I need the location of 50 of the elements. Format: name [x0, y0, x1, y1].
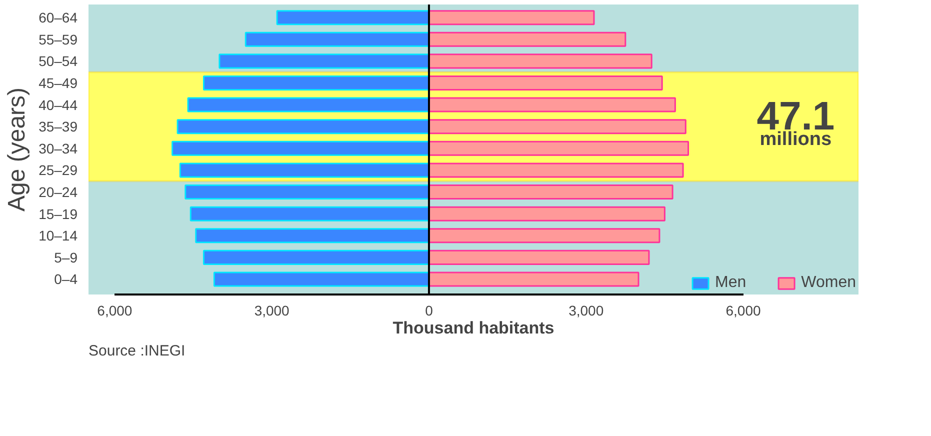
y-tick-label: 50–54: [38, 53, 78, 70]
annotation: millions: [760, 129, 832, 150]
bar: [428, 75, 663, 91]
bar: [428, 32, 626, 47]
bar: [428, 10, 595, 26]
bar: [176, 119, 430, 134]
bar: [244, 32, 430, 47]
bar: [428, 162, 684, 178]
legend-label: Women: [801, 274, 856, 292]
bar: [276, 10, 430, 26]
y-tick-label: 10–14: [38, 228, 78, 244]
x-tick-label: 0: [425, 302, 434, 318]
legend-label: Men: [715, 274, 746, 292]
bar: [202, 250, 430, 265]
bar: [428, 97, 676, 112]
x-tick-label: 3,000: [254, 302, 290, 318]
x-axis-title: Thousand habitants: [392, 318, 554, 338]
y-tick-label: 0–4: [54, 271, 78, 288]
bar: [428, 206, 666, 222]
x-tick-label: 3,000: [568, 302, 604, 318]
y-tick-label: 60–64: [38, 10, 78, 26]
source-note: Source :INEGI: [88, 342, 186, 360]
y-tick-label: 5–9: [54, 249, 78, 266]
y-tick-label: 55–59: [38, 31, 78, 48]
bar: [428, 119, 686, 134]
bar: [172, 140, 430, 156]
y-axis-title: Age (years): [4, 87, 31, 212]
bar: [428, 54, 652, 69]
bar: [202, 75, 430, 91]
bar: [428, 184, 674, 200]
bar: [428, 272, 640, 287]
bar: [184, 184, 430, 200]
y-tick-label: 25–29: [38, 162, 78, 178]
bar: [218, 54, 430, 69]
bar: [190, 206, 430, 222]
bar: [428, 140, 690, 156]
bar: [187, 97, 430, 112]
y-tick-label: 30–34: [38, 140, 78, 156]
y-tick-label: 15–19: [38, 206, 78, 222]
y-tick-label: 35–39: [38, 118, 78, 135]
y-tick-label: 45–49: [38, 74, 78, 91]
y-tick-label: 20–24: [38, 184, 78, 200]
bar: [179, 162, 430, 178]
bar: [195, 228, 430, 244]
x-tick-label: 6,000: [97, 302, 132, 318]
bar: [428, 250, 650, 265]
bar: [213, 272, 430, 287]
x-tick-label: 6,000: [726, 302, 761, 318]
y-tick-label: 40–44: [38, 96, 78, 113]
bar: [428, 228, 660, 244]
